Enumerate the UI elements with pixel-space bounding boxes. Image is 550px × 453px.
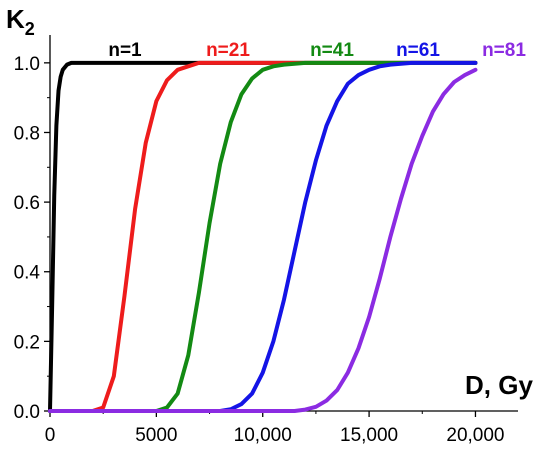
series-line-4 xyxy=(48,60,478,413)
y-tick-label: 0.8 xyxy=(14,123,40,144)
x-tick-label: 5000 xyxy=(135,425,177,446)
series-label-3: n=41 xyxy=(310,40,354,61)
series-label-5: n=81 xyxy=(482,40,526,61)
axes: 0.0 0.2 0.4 0.6 0.8 1.0 0 5000 10,000 15,000 20,00… xyxy=(14,35,518,446)
series-label-4: n=61 xyxy=(396,40,440,61)
y-tick-label: 0.6 xyxy=(14,193,40,214)
y-tick-label: 1.0 xyxy=(14,54,40,75)
y-tick-label: 0.4 xyxy=(14,263,41,284)
series-layer xyxy=(48,60,478,413)
series-line-2 xyxy=(48,60,478,413)
series-line-3 xyxy=(48,60,478,413)
series-label-2: n=21 xyxy=(206,40,250,61)
x-tick-label: 20,000 xyxy=(446,425,504,446)
series-line-5 xyxy=(48,67,478,413)
y-tick-label: 0.0 xyxy=(14,402,40,423)
y-axis-title: K2 xyxy=(6,4,35,39)
series-label-1: n=1 xyxy=(108,40,142,61)
x-tick-label: 15,000 xyxy=(340,425,398,446)
y-tick-label: 0.2 xyxy=(14,332,40,353)
labels-layer: n=1 n=21 n=41 n=61 n=81 xyxy=(108,40,526,61)
x-tick-label: 0 xyxy=(45,425,56,446)
x-tick-label: 10,000 xyxy=(234,425,292,446)
x-axis-title: D, Gy xyxy=(465,370,533,400)
series-line-1 xyxy=(48,60,478,413)
